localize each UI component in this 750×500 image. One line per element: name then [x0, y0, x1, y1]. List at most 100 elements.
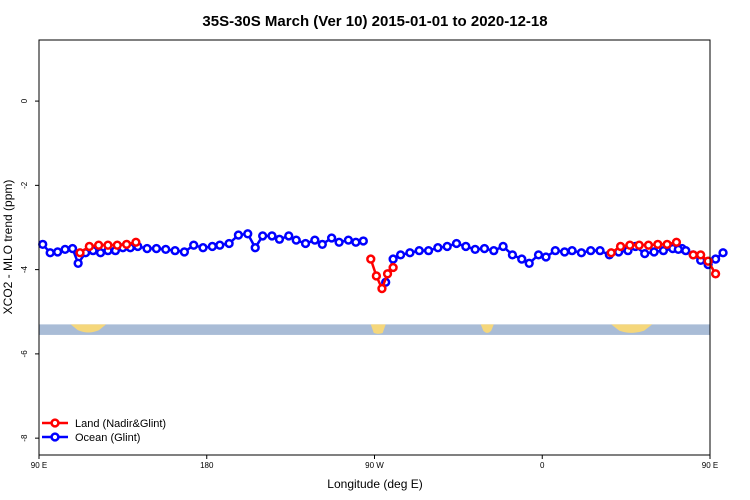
data-point [696, 250, 706, 260]
data-point [224, 238, 234, 249]
x-tick-label: 90 W [365, 461, 384, 470]
data-point [710, 269, 721, 279]
data-point [334, 237, 344, 247]
data-point [233, 230, 244, 240]
data-point [112, 240, 122, 250]
legend-marker [50, 432, 60, 442]
y-tick-label: -8 [20, 434, 29, 442]
data-point [688, 250, 698, 260]
data-point [317, 239, 327, 249]
legend-label: Land (Nadir&Glint) [75, 418, 166, 430]
y-tick-label: -6 [20, 350, 29, 358]
data-point [198, 243, 208, 253]
data-point [606, 248, 616, 258]
data-point [326, 233, 337, 243]
data-point [207, 241, 217, 252]
legend-label: Ocean (Glint) [75, 432, 140, 444]
x-axis-label: Longitude (deg E) [327, 477, 422, 491]
data-point [179, 247, 190, 257]
data-point [366, 254, 376, 264]
data-point [291, 235, 301, 245]
data-point [559, 247, 570, 257]
data-point [405, 248, 415, 258]
data-point [274, 234, 285, 244]
data-point [451, 238, 462, 249]
data-point [479, 243, 490, 254]
data-point [489, 246, 499, 256]
data-point [351, 237, 361, 247]
data-point [470, 244, 480, 255]
data-point [310, 235, 320, 245]
data-point [703, 256, 713, 266]
data-point [658, 246, 669, 256]
data-point [284, 231, 294, 241]
data-point [161, 244, 171, 255]
data-point [267, 231, 277, 241]
data-point [215, 240, 225, 250]
land-ocean-band [39, 324, 710, 335]
y-tick-label: -4 [20, 266, 29, 274]
data-point [131, 237, 141, 247]
data-point [649, 247, 659, 257]
data-point [673, 244, 683, 255]
y-tick-label: -2 [20, 181, 29, 189]
plot-marks [38, 229, 728, 294]
x-tick-label: 180 [200, 461, 214, 470]
data-point [388, 254, 398, 264]
x-axis: 90 E 180 90 W 0 90 E [31, 455, 718, 470]
x-tick-label: 90 E [702, 461, 718, 470]
data-point [121, 239, 132, 249]
data-point [243, 229, 253, 239]
data-point [710, 254, 721, 264]
data-point [142, 243, 152, 254]
data-point [60, 244, 70, 255]
x-tick-label: 0 [540, 461, 545, 470]
data-point [414, 246, 424, 256]
data-point [151, 243, 162, 254]
data-point [634, 240, 644, 250]
chart-title: 35S-30S March (Ver 10) 2015-01-01 to 202… [202, 13, 547, 30]
data-point [595, 246, 605, 256]
data-point [250, 243, 260, 253]
data-point [95, 248, 106, 258]
data-point [524, 258, 534, 268]
data-point [533, 250, 544, 260]
data-point [671, 237, 682, 247]
data-point [433, 243, 443, 253]
legend: Land (Nadir&Glint) Ocean (Glint) [42, 418, 166, 444]
data-point [640, 248, 650, 259]
data-point [567, 246, 577, 256]
data-point [38, 239, 48, 249]
data-point [615, 241, 626, 252]
y-axis-label: XCO2 - MLO trend (ppm) [1, 180, 15, 315]
x-tick-label: 90 E [31, 461, 47, 470]
data-point [718, 248, 728, 258]
data-point [52, 247, 63, 257]
data-point [75, 248, 85, 258]
data-point [625, 240, 635, 250]
data-point [382, 269, 393, 279]
data-point [498, 241, 508, 252]
data-point [507, 250, 518, 260]
data-point [300, 238, 311, 249]
data-point [103, 240, 113, 250]
data-point [461, 241, 471, 252]
legend-marker [50, 418, 60, 428]
land-patch [480, 324, 494, 333]
data-point [643, 240, 654, 250]
data-point [84, 241, 94, 252]
data-point [73, 258, 83, 268]
data-point [517, 254, 527, 264]
data-point [388, 262, 398, 273]
data-point [395, 250, 406, 260]
data-point [67, 243, 78, 254]
land-patch [370, 324, 386, 334]
data-point [358, 236, 368, 246]
data-point [343, 235, 354, 245]
data-point [423, 246, 434, 256]
data-point [550, 246, 560, 256]
data-point [586, 246, 596, 256]
land-patch [611, 324, 653, 333]
data-point [170, 246, 180, 256]
